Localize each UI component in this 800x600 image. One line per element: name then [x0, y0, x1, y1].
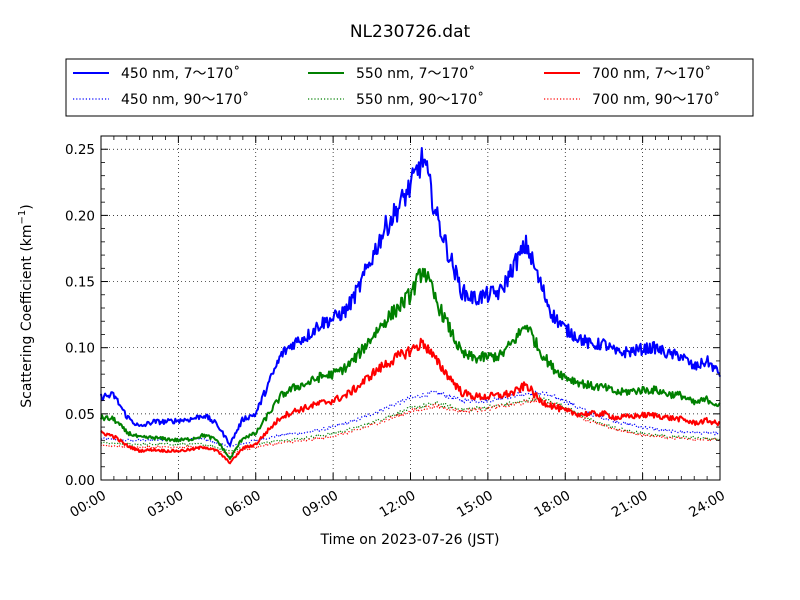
plot-area	[100, 135, 721, 481]
legend-entry-label: 550 nm, 90～170˚	[356, 91, 484, 108]
legend: 450 nm, 7～170˚ 550 nm, 7～170˚ 700 nm, 7～17…	[65, 58, 754, 117]
y-tick-labels: 0.00 0.05 0.10 0.15 0.20 0.25	[65, 142, 95, 489]
plot-border	[100, 135, 721, 481]
y-tick-label: 0.10	[65, 341, 95, 357]
y-axis-label-close: )	[19, 204, 35, 209]
legend-entry-label: 700 nm, 7～170˚	[592, 65, 711, 82]
y-axis-label-main: Scattering Coefficient (km	[19, 224, 35, 407]
series-line-450-nm-7-170-	[100, 147, 721, 447]
series-lines	[100, 147, 721, 465]
series-line-550-nm-7-170-	[100, 267, 721, 460]
series-line-700-nm-7-170-	[100, 337, 721, 465]
chart-title: NL230726.dat	[350, 22, 471, 42]
y-axis-label-sup: −1	[17, 210, 28, 225]
legend-entry-label: 450 nm, 7～170˚	[121, 65, 240, 82]
y-tick-label: 0.20	[65, 208, 95, 224]
grid-lines	[101, 136, 720, 480]
y-tick-label: 0.15	[65, 275, 95, 291]
y-axis-label: Scattering Coefficient (km−1)	[17, 204, 35, 408]
legend-entry-label: 550 nm, 7～170˚	[356, 65, 475, 82]
legend-entry-label: 700 nm, 90～170˚	[592, 91, 720, 108]
y-tick-label: 0.25	[65, 142, 95, 158]
y-tick-label: 0.05	[65, 407, 95, 423]
series-line-450-nm-90-170-	[100, 389, 721, 448]
x-axis-label: Time on 2023-07-26 (JST)	[320, 532, 500, 548]
y-tick-label: 0.00	[65, 473, 95, 489]
legend-frame	[65, 58, 754, 117]
legend-entry-label: 450 nm, 90～170˚	[121, 91, 249, 108]
